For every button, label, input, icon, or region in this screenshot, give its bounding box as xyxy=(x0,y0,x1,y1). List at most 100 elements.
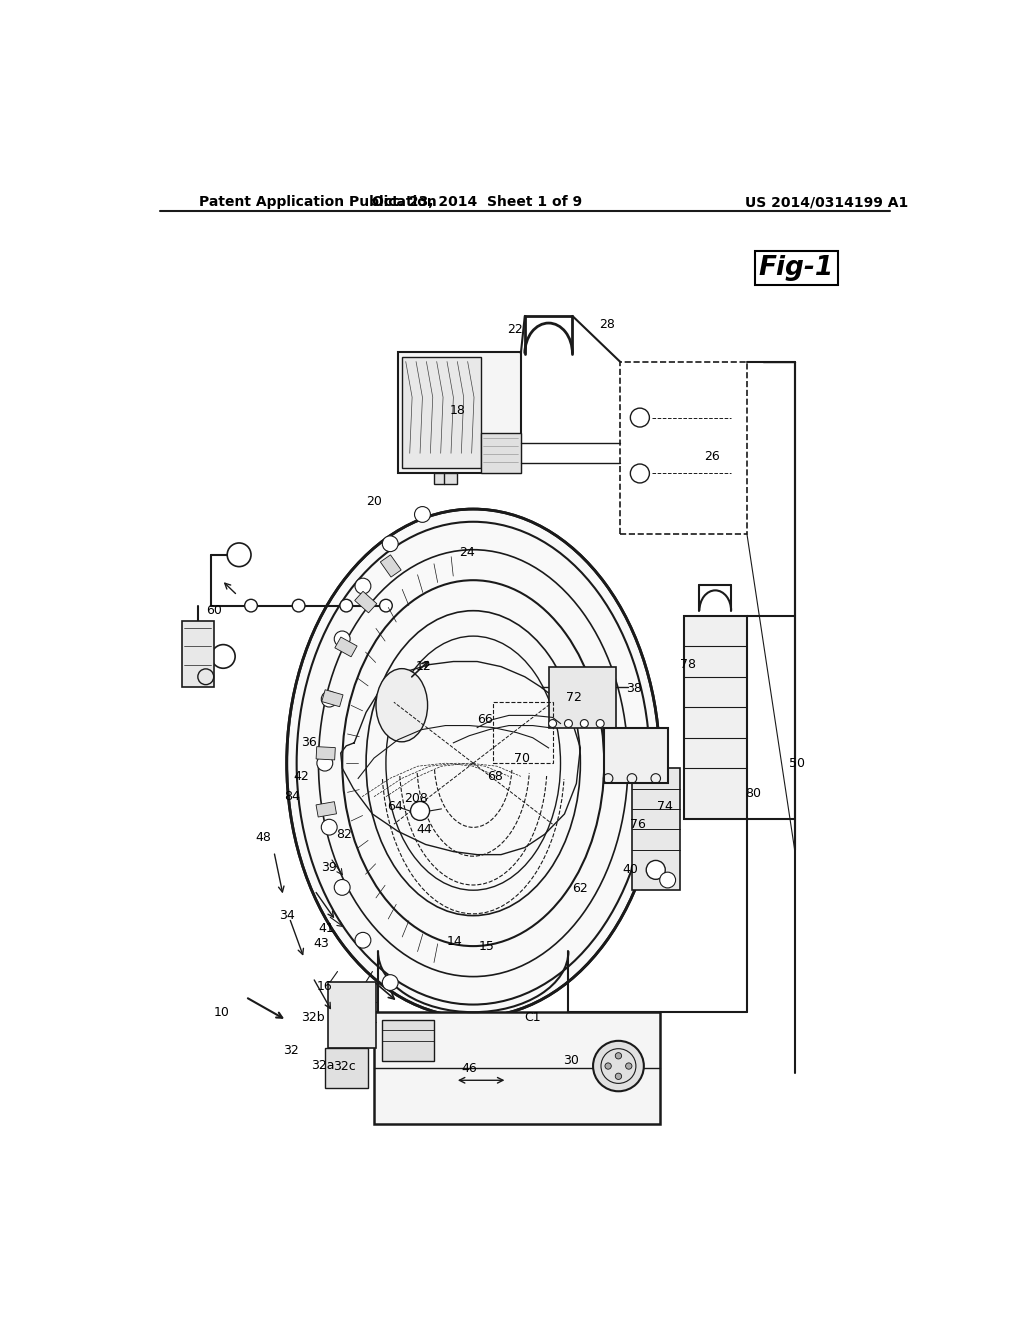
Text: 30: 30 xyxy=(563,1055,579,1068)
Bar xyxy=(335,638,357,657)
Circle shape xyxy=(615,1073,622,1080)
Circle shape xyxy=(334,631,350,647)
Text: 32a: 32a xyxy=(310,1059,334,1072)
Circle shape xyxy=(659,873,676,888)
Text: 26: 26 xyxy=(705,450,720,463)
Bar xyxy=(316,801,337,817)
Bar xyxy=(182,620,214,686)
Text: 32c: 32c xyxy=(333,1060,356,1073)
Circle shape xyxy=(411,801,430,821)
Bar xyxy=(322,690,343,706)
Circle shape xyxy=(382,536,398,552)
Circle shape xyxy=(631,408,649,428)
Text: 84: 84 xyxy=(285,791,300,803)
Circle shape xyxy=(626,1063,632,1069)
Ellipse shape xyxy=(287,510,659,1018)
Bar xyxy=(433,474,458,483)
Text: 208: 208 xyxy=(404,792,428,805)
Text: 46: 46 xyxy=(462,1061,477,1074)
Text: 38: 38 xyxy=(626,682,641,696)
Text: 14: 14 xyxy=(447,935,463,948)
Text: Patent Application Publication: Patent Application Publication xyxy=(200,195,437,209)
Circle shape xyxy=(355,932,371,948)
Circle shape xyxy=(596,719,604,727)
Circle shape xyxy=(316,755,333,771)
Circle shape xyxy=(211,644,236,668)
Bar xyxy=(684,615,746,818)
Bar xyxy=(494,702,553,763)
Circle shape xyxy=(605,1063,611,1069)
Text: 41: 41 xyxy=(318,923,334,936)
Ellipse shape xyxy=(376,669,428,742)
Bar xyxy=(549,667,616,727)
Text: 42: 42 xyxy=(293,770,309,783)
Circle shape xyxy=(549,719,557,727)
Text: Oct. 23, 2014  Sheet 1 of 9: Oct. 23, 2014 Sheet 1 of 9 xyxy=(372,195,583,209)
Circle shape xyxy=(646,861,666,879)
Bar xyxy=(481,433,521,474)
Circle shape xyxy=(631,465,649,483)
Text: 40: 40 xyxy=(623,863,638,876)
Circle shape xyxy=(292,599,305,612)
Circle shape xyxy=(415,507,430,523)
Text: US 2014/0314199 A1: US 2014/0314199 A1 xyxy=(744,195,908,209)
Bar xyxy=(374,1012,659,1123)
Text: 12: 12 xyxy=(416,660,431,673)
Text: 22: 22 xyxy=(508,322,523,335)
Text: 32: 32 xyxy=(283,1044,299,1057)
Text: 32b: 32b xyxy=(301,1011,325,1024)
Text: 28: 28 xyxy=(599,318,615,330)
Text: 80: 80 xyxy=(745,787,762,800)
Text: 15: 15 xyxy=(479,940,495,953)
Text: 39: 39 xyxy=(321,862,337,874)
Bar xyxy=(380,554,401,577)
Text: 76: 76 xyxy=(631,817,646,830)
Circle shape xyxy=(334,879,350,895)
Text: 62: 62 xyxy=(572,882,588,895)
Text: 10: 10 xyxy=(214,1006,229,1019)
Circle shape xyxy=(581,719,588,727)
Circle shape xyxy=(564,719,572,727)
Text: 18: 18 xyxy=(450,404,465,417)
Circle shape xyxy=(355,578,371,594)
Text: 60: 60 xyxy=(206,605,221,618)
Text: 68: 68 xyxy=(486,770,503,783)
Bar xyxy=(382,1020,433,1061)
Circle shape xyxy=(615,1052,622,1059)
Text: 34: 34 xyxy=(279,909,295,923)
Text: 64: 64 xyxy=(387,800,403,813)
Bar xyxy=(354,591,377,612)
Circle shape xyxy=(322,692,337,708)
Text: 50: 50 xyxy=(790,756,805,770)
Circle shape xyxy=(380,599,392,612)
Bar xyxy=(604,727,668,784)
Text: 44: 44 xyxy=(416,822,432,836)
Bar xyxy=(328,982,376,1048)
Text: 74: 74 xyxy=(657,800,673,813)
Circle shape xyxy=(382,974,398,990)
Circle shape xyxy=(227,543,251,566)
Bar xyxy=(620,362,746,535)
Text: Fig-1: Fig-1 xyxy=(759,255,835,281)
Text: 70: 70 xyxy=(514,751,530,764)
Text: 20: 20 xyxy=(366,495,382,508)
Text: C1: C1 xyxy=(524,1011,541,1024)
Circle shape xyxy=(245,599,257,612)
Text: 43: 43 xyxy=(313,937,329,949)
Text: 16: 16 xyxy=(317,981,333,993)
Bar xyxy=(632,768,680,890)
Bar xyxy=(397,351,521,474)
Text: 82: 82 xyxy=(336,828,352,841)
Bar xyxy=(401,356,481,469)
Text: 78: 78 xyxy=(680,659,696,671)
Text: 72: 72 xyxy=(566,690,582,704)
Text: 36: 36 xyxy=(301,737,316,750)
Text: 48: 48 xyxy=(255,830,271,843)
Circle shape xyxy=(593,1040,644,1092)
Text: 24: 24 xyxy=(459,546,475,560)
Circle shape xyxy=(340,599,352,612)
Text: 66: 66 xyxy=(477,713,493,726)
Bar xyxy=(316,747,335,760)
Circle shape xyxy=(322,820,337,836)
Bar xyxy=(325,1048,369,1089)
